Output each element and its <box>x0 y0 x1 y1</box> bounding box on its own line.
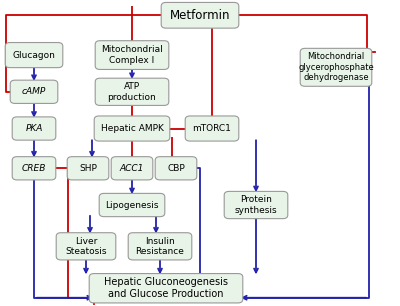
Text: Mitochondrial
glycerophosphate
dehydrogenase: Mitochondrial glycerophosphate dehydroge… <box>298 52 374 82</box>
Text: Liver
Steatosis: Liver Steatosis <box>65 237 107 256</box>
FancyBboxPatch shape <box>111 157 153 180</box>
FancyBboxPatch shape <box>155 157 197 180</box>
Text: SHP: SHP <box>79 164 97 173</box>
Text: ACC1: ACC1 <box>120 164 144 173</box>
Text: Hepatic Gluconeogenesis
and Glucose Production: Hepatic Gluconeogenesis and Glucose Prod… <box>104 278 228 299</box>
Text: cAMP: cAMP <box>22 87 46 96</box>
FancyBboxPatch shape <box>128 233 192 260</box>
FancyBboxPatch shape <box>12 157 56 180</box>
FancyBboxPatch shape <box>10 80 58 103</box>
Text: Glucagon: Glucagon <box>12 50 56 60</box>
Text: Metformin: Metformin <box>170 9 230 22</box>
Text: mTORC1: mTORC1 <box>192 124 232 133</box>
FancyBboxPatch shape <box>89 274 243 303</box>
Text: PKA: PKA <box>25 124 43 133</box>
FancyBboxPatch shape <box>161 2 239 28</box>
FancyBboxPatch shape <box>56 233 116 260</box>
FancyBboxPatch shape <box>300 48 372 86</box>
FancyBboxPatch shape <box>12 117 56 140</box>
FancyBboxPatch shape <box>94 116 170 141</box>
Text: CBP: CBP <box>167 164 185 173</box>
Text: Mitochondrial
Complex I: Mitochondrial Complex I <box>101 45 163 65</box>
Text: ATP
production: ATP production <box>108 82 156 102</box>
FancyBboxPatch shape <box>67 157 109 180</box>
FancyBboxPatch shape <box>224 192 288 218</box>
Text: Protein
synthesis: Protein synthesis <box>235 195 277 215</box>
Text: Insulin
Resistance: Insulin Resistance <box>136 237 184 256</box>
Text: Lipogenesis: Lipogenesis <box>105 200 159 210</box>
Text: CREB: CREB <box>22 164 46 173</box>
FancyBboxPatch shape <box>95 41 169 69</box>
FancyBboxPatch shape <box>99 193 165 217</box>
Text: Hepatic AMPK: Hepatic AMPK <box>100 124 164 133</box>
FancyBboxPatch shape <box>185 116 239 141</box>
FancyBboxPatch shape <box>5 43 63 68</box>
FancyBboxPatch shape <box>95 78 169 105</box>
